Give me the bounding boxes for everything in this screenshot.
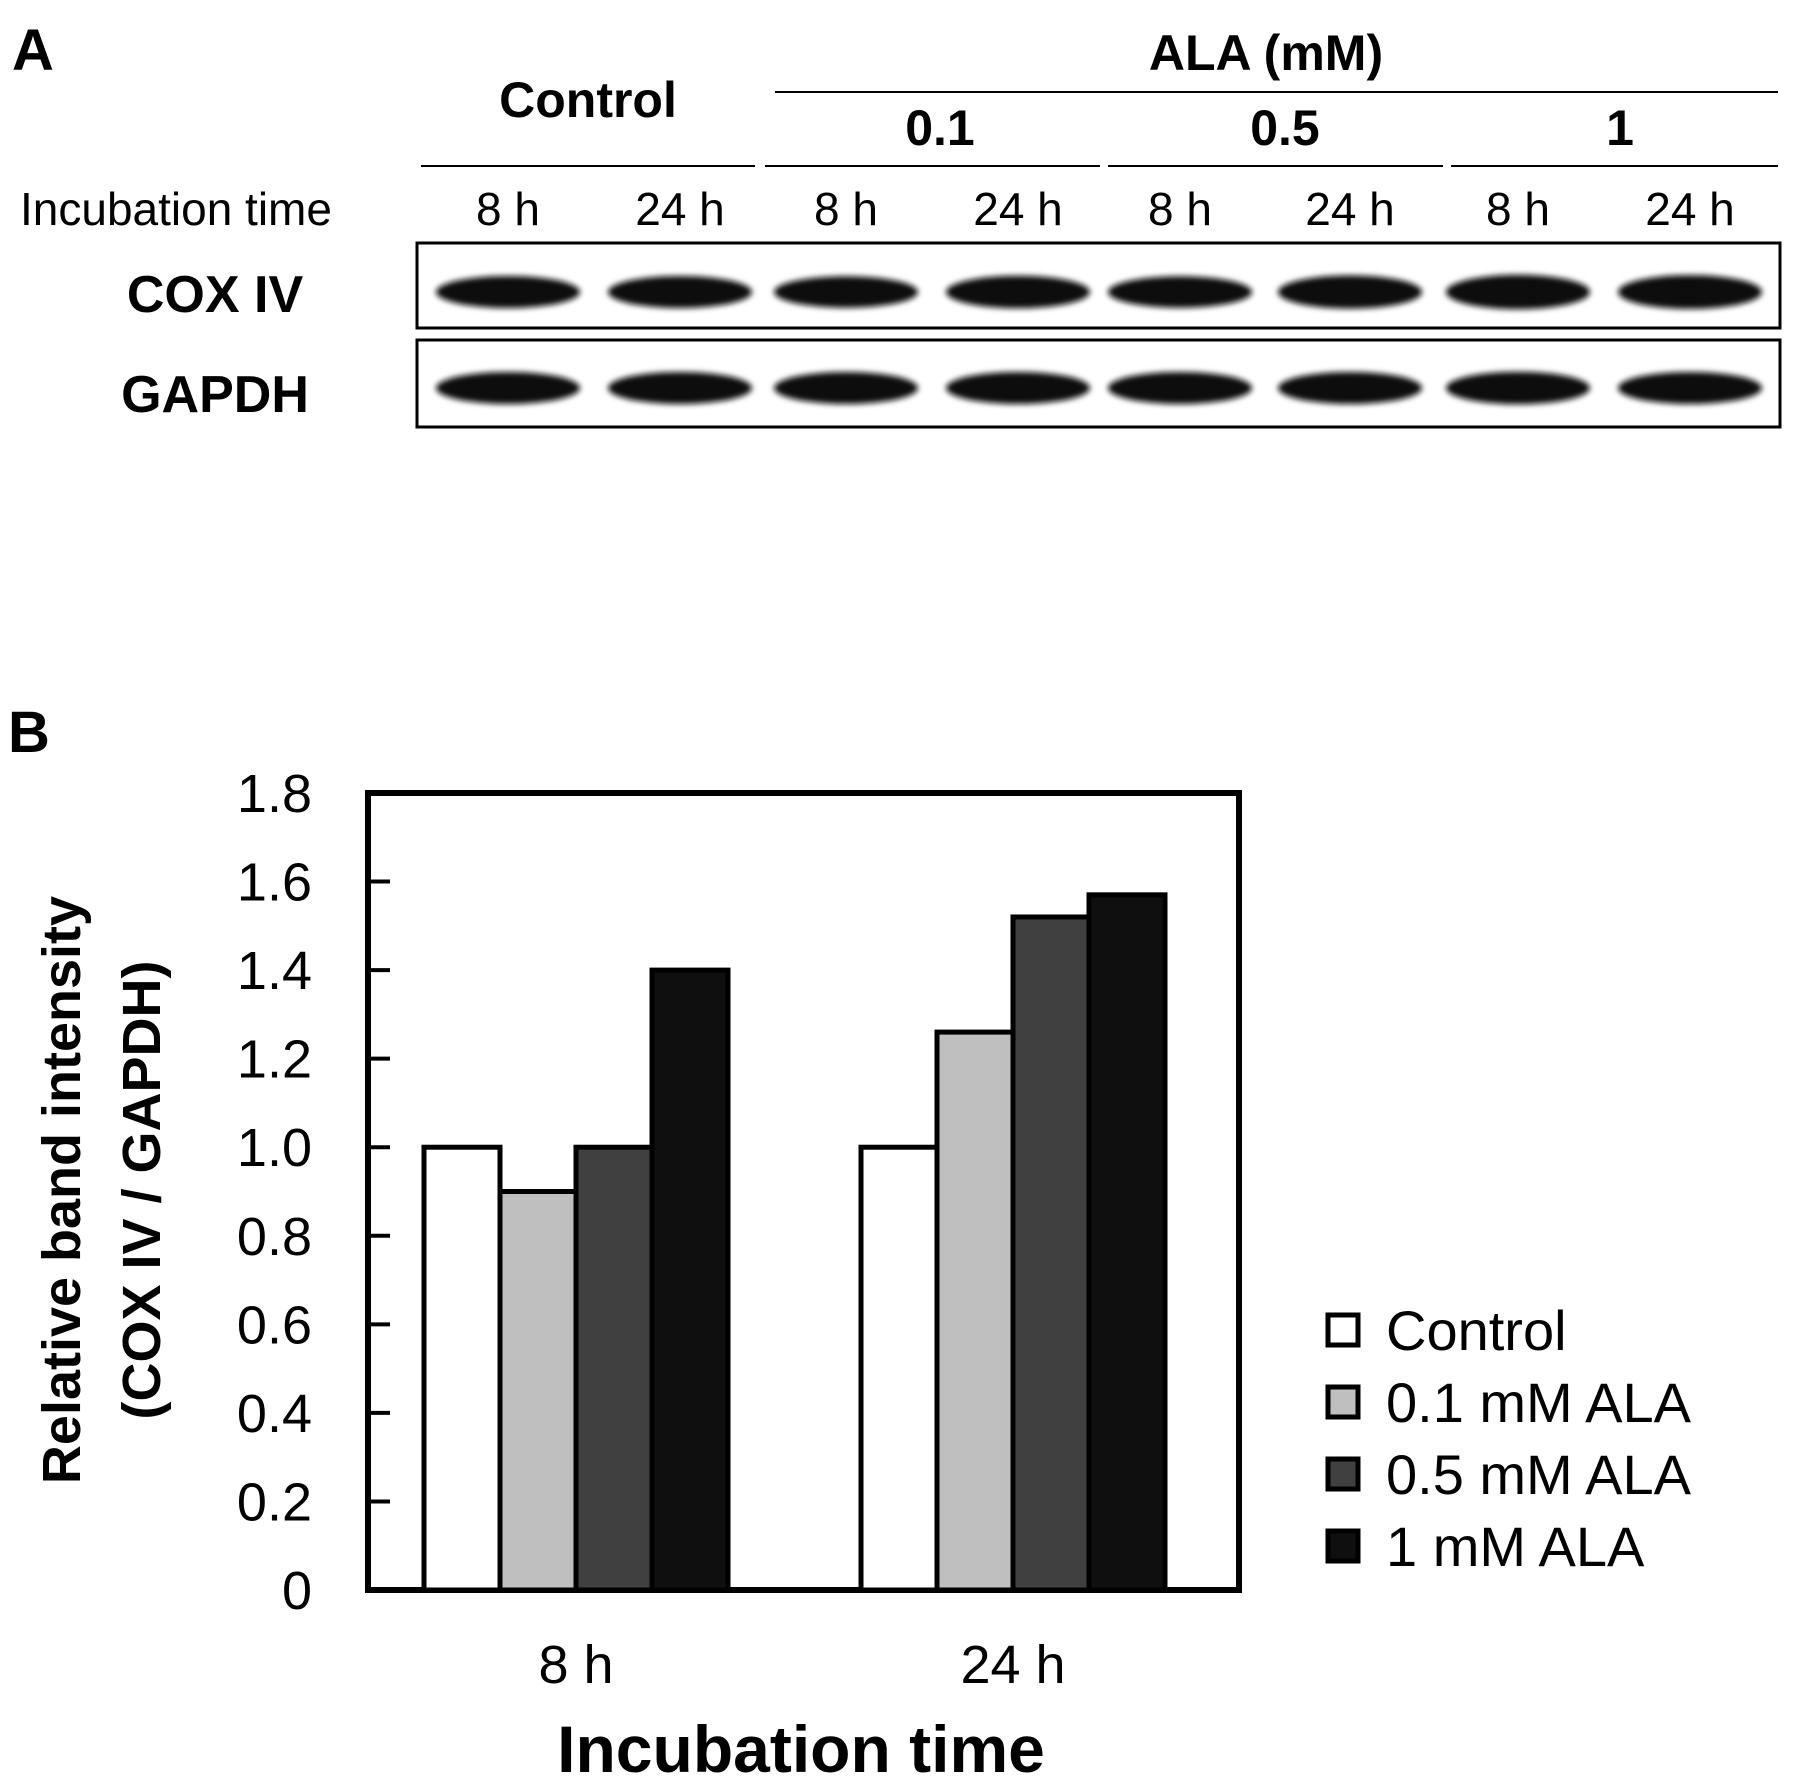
legend-swatch — [1325, 1528, 1361, 1564]
control-label: Control — [499, 72, 677, 128]
bands-gapdh — [436, 371, 1762, 405]
y-tick-label: 1.8 — [237, 764, 312, 824]
blot-label-cox-iv: COX IV — [127, 266, 304, 324]
time-label: 8 h — [1148, 183, 1212, 235]
time-label: 24 h — [1305, 183, 1395, 235]
blot-band — [1618, 372, 1762, 404]
bar — [573, 1144, 655, 1593]
x-tick-label: 8 h — [538, 1635, 613, 1695]
y-axis-title-line-1: Relative band intensity — [32, 896, 92, 1484]
y-tick-label: 1.0 — [237, 1118, 312, 1178]
bar — [1010, 914, 1092, 1593]
y-tick-label: 0.2 — [237, 1472, 312, 1532]
panel-a-label: A — [12, 18, 54, 83]
blot-band — [1278, 372, 1422, 404]
y-tick-label: 0.6 — [237, 1295, 312, 1355]
blot-band — [608, 276, 752, 308]
time-label: 24 h — [973, 183, 1063, 235]
legend-swatch — [1325, 1456, 1361, 1492]
bar — [421, 1144, 503, 1593]
panel-b-label: B — [8, 700, 50, 765]
time-label: 8 h — [1486, 183, 1550, 235]
x-axis-tick-labels: 8 h 24 h — [538, 1635, 1065, 1695]
y-tick-label: 1.4 — [237, 941, 312, 1001]
concentration-label: 0.1 — [905, 100, 975, 156]
blot-band — [774, 372, 918, 404]
y-axis-title-line-2: (COX IV / GAPDH) — [112, 960, 172, 1419]
concentration-label: 1 — [1606, 100, 1634, 156]
blot-band — [1446, 274, 1590, 310]
blot-band — [1108, 276, 1252, 308]
time-label: 8 h — [476, 183, 540, 235]
bars — [421, 892, 1168, 1593]
bar — [1086, 892, 1168, 1593]
blot-band — [1618, 275, 1762, 309]
y-axis-ticks: 0 0.2 0.4 0.6 0.8 1.0 1.2 1.4 1.6 1.8 — [237, 764, 390, 1621]
time-label: 24 h — [635, 183, 725, 235]
ala-group-header: ALA (mM) — [1149, 25, 1383, 81]
y-tick-label: 1.6 — [237, 853, 312, 913]
blot-band — [1108, 372, 1252, 404]
x-axis-title: Incubation time — [557, 1712, 1045, 1782]
blot-band — [946, 275, 1090, 309]
bar — [934, 1029, 1016, 1593]
incubation-time-row-label: Incubation time — [20, 183, 332, 235]
legend-label: 0.5 mM ALA — [1386, 1443, 1692, 1506]
blot-band — [1278, 275, 1422, 309]
blot-label-gapdh: GAPDH — [121, 366, 309, 424]
legend-swatch — [1325, 1384, 1361, 1420]
bands-cox-iv — [436, 274, 1762, 310]
legend-label: 0.1 mM ALA — [1386, 1371, 1692, 1434]
y-axis-title: Relative band intensity (COX IV / GAPDH) — [32, 896, 172, 1484]
y-tick-label: 0.4 — [237, 1384, 312, 1444]
blot-band — [946, 372, 1090, 404]
legend-label: 1 mM ALA — [1386, 1515, 1645, 1578]
panel-a-western-blot: A ALA (mM) Control 0.1 0.5 1 Incubation ti… — [12, 18, 1782, 429]
blot-band — [1446, 371, 1590, 405]
plot-frame — [365, 790, 1242, 1593]
x-tick-label: 24 h — [960, 1635, 1065, 1695]
blot-band — [436, 276, 580, 308]
y-tick-label: 1.2 — [237, 1030, 312, 1090]
concentration-label: 0.5 — [1250, 100, 1320, 156]
bar — [858, 1144, 940, 1593]
bar — [497, 1189, 579, 1593]
panel-b-bar-chart: B 0 0.2 0.4 0.6 0.8 1.0 1.2 1.4 1.6 1.8 8 h 24 h I… — [8, 700, 1692, 1782]
legend-label: Control — [1386, 1299, 1567, 1362]
legend-swatch — [1325, 1312, 1361, 1348]
y-tick-label: 0 — [282, 1561, 312, 1621]
y-tick-label: 0.8 — [237, 1207, 312, 1267]
blot-band — [608, 372, 752, 404]
concentration-labels: 0.1 0.5 1 — [905, 100, 1634, 156]
incubation-time-labels: 8 h 24 h 8 h 24 h 8 h 24 h 8 h 24 h — [476, 183, 1735, 235]
legend: Control 0.1 mM ALA 0.5 mM ALA 1 mM ALA — [1325, 1299, 1692, 1578]
blot-band — [774, 276, 918, 308]
bar — [649, 967, 731, 1593]
time-label: 8 h — [814, 183, 878, 235]
time-label: 24 h — [1645, 183, 1735, 235]
blot-band — [436, 372, 580, 404]
